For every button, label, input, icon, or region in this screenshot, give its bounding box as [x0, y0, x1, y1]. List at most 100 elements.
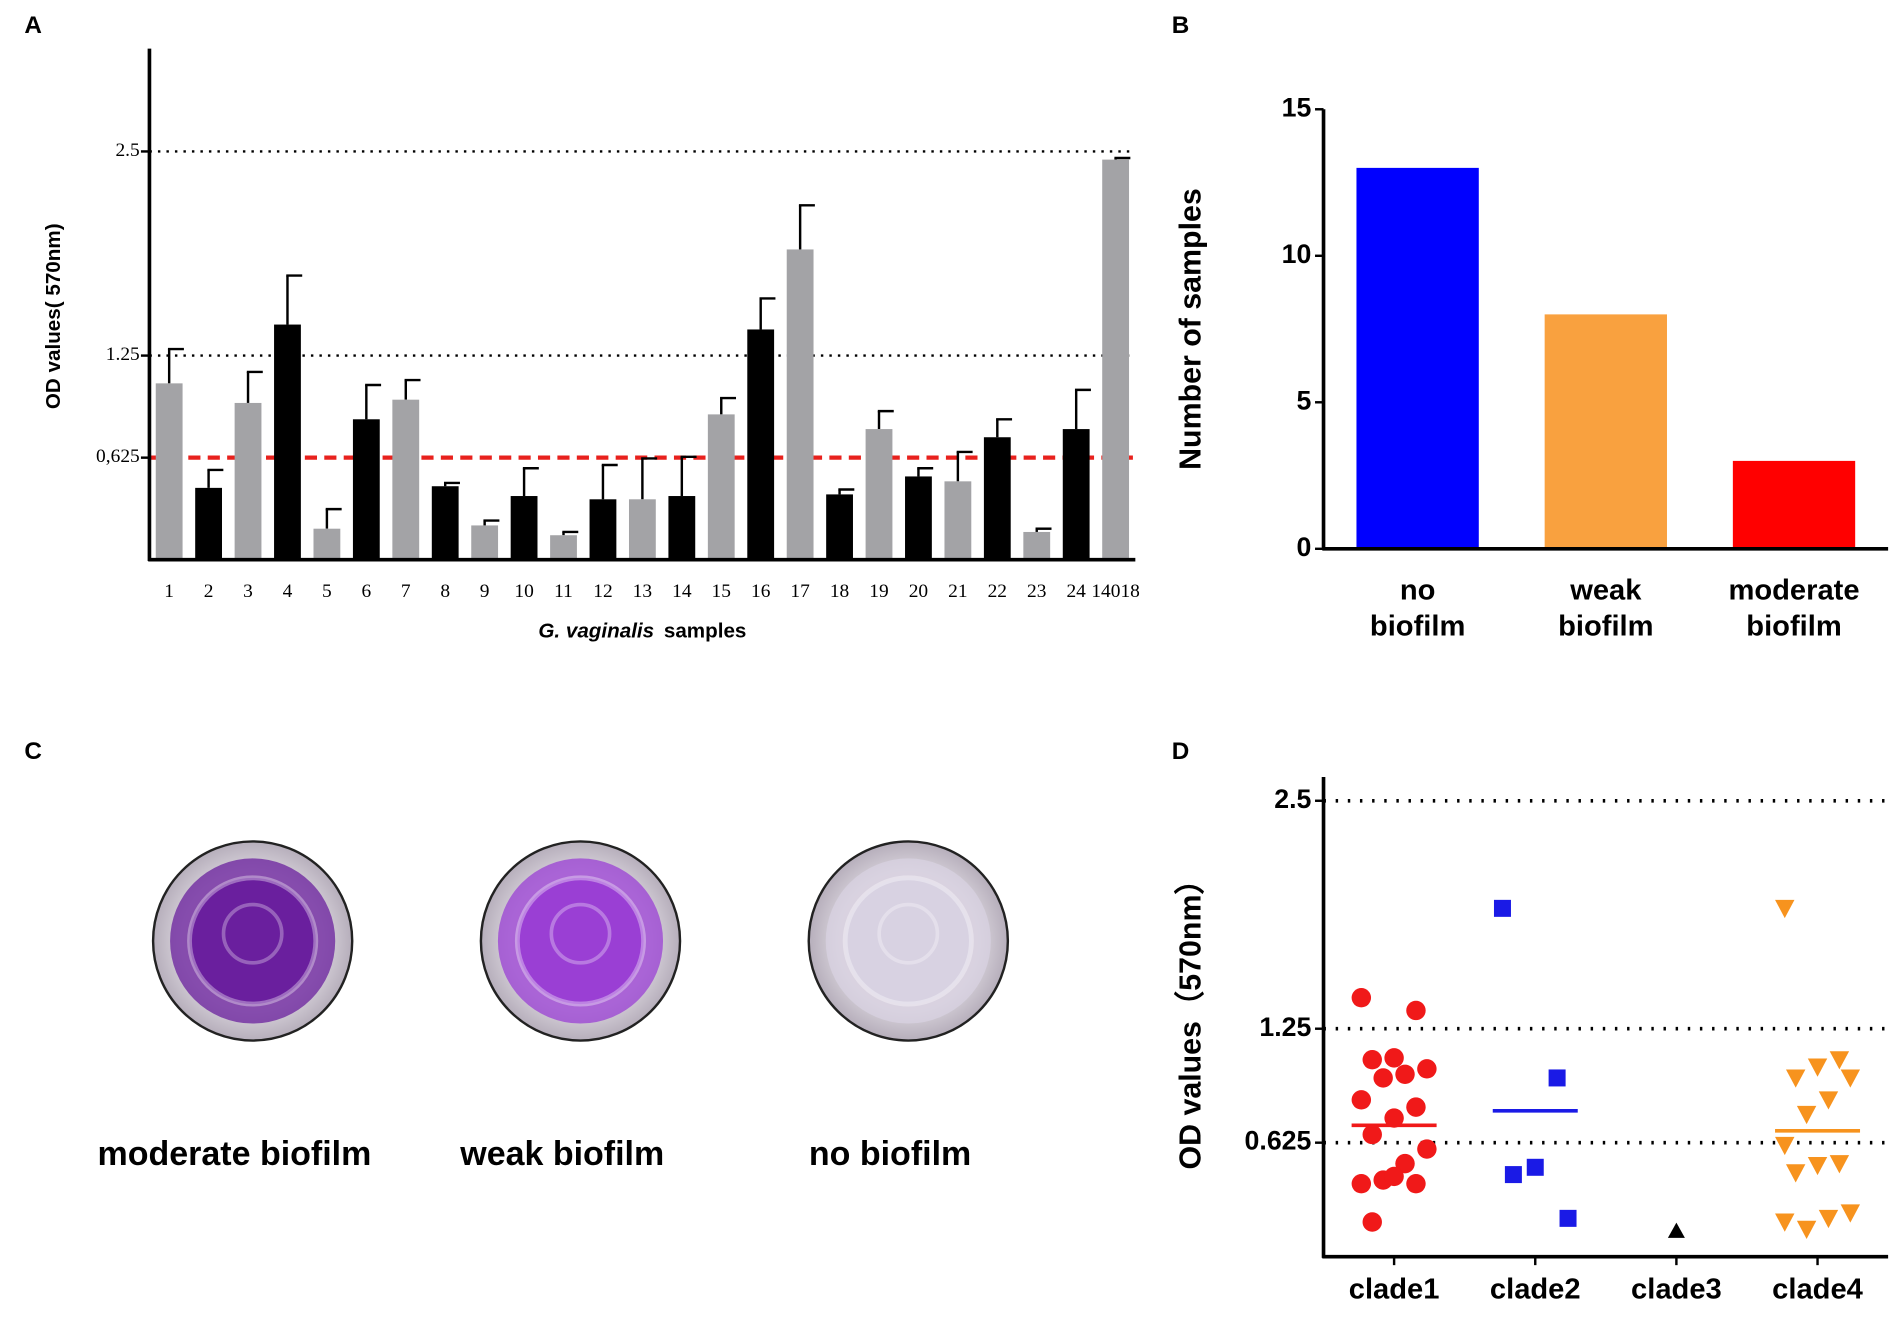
point	[1667, 1222, 1685, 1238]
bar	[1023, 531, 1051, 560]
point	[1395, 1064, 1415, 1085]
bar	[195, 487, 223, 560]
point	[1775, 899, 1795, 919]
bar	[431, 486, 459, 560]
x-tick-label: 6	[361, 581, 371, 602]
well-center	[877, 902, 940, 965]
panel-letter: A	[24, 12, 42, 39]
bar	[352, 419, 380, 560]
x-tick-label: 18	[830, 581, 849, 602]
y-tick-label: 2.5	[115, 140, 139, 161]
x-tick-label: 14018	[1091, 581, 1140, 602]
x-tick-label: 4	[283, 581, 293, 602]
point	[1373, 1068, 1393, 1088]
well-label: weak biofilm	[459, 1135, 664, 1173]
bar	[471, 525, 499, 560]
bar	[1356, 167, 1479, 549]
x-tick-label: 1	[164, 581, 174, 602]
point	[1504, 1166, 1522, 1184]
x-tick-label: 22	[988, 581, 1007, 602]
x-tick-label: 13	[633, 581, 652, 602]
bar	[155, 383, 183, 560]
point	[1559, 1209, 1577, 1227]
point	[1493, 899, 1511, 917]
point	[1384, 1166, 1404, 1187]
y-tick-label: 1.25	[1259, 1012, 1311, 1042]
x-tick-label: clade2	[1490, 1273, 1581, 1305]
point	[1807, 1156, 1828, 1176]
well-label: moderate biofilm	[98, 1135, 372, 1173]
point	[1840, 1204, 1861, 1223]
y-tick-label: 0.625	[1245, 1126, 1312, 1156]
point	[1818, 1091, 1839, 1110]
x-tick-label: 19	[869, 581, 888, 602]
point	[1785, 1164, 1806, 1183]
y-tick-label: 15	[1282, 92, 1312, 122]
x-tick-label: 14	[672, 581, 692, 602]
well	[479, 840, 682, 1042]
y-axis-label: OD values( 570nm)	[42, 223, 65, 409]
point	[1807, 1058, 1828, 1077]
point	[1351, 1173, 1372, 1194]
bar	[628, 499, 656, 560]
x-tick-label: moderate biofilm	[1728, 574, 1859, 642]
point	[1840, 1069, 1861, 1088]
y-tick-label: 0	[1297, 532, 1312, 562]
bar	[589, 499, 617, 560]
bar	[392, 399, 420, 560]
x-tick-label: clade1	[1349, 1273, 1440, 1305]
x-tick-label: no biofilm	[1370, 574, 1465, 642]
bar	[747, 329, 775, 560]
bar	[313, 528, 341, 560]
bar	[274, 324, 301, 560]
point	[1395, 1153, 1415, 1174]
y-axis-label: Number of samples	[1174, 188, 1207, 470]
point	[1796, 1220, 1817, 1240]
point	[1417, 1059, 1437, 1079]
x-axis-label: G. vaginalis samples	[538, 620, 746, 643]
bar	[944, 481, 972, 560]
well-center	[549, 902, 612, 965]
x-tick-label: 9	[480, 581, 490, 602]
bar	[1102, 159, 1130, 560]
bar	[707, 414, 735, 560]
point	[1785, 1069, 1806, 1088]
point	[1818, 1209, 1839, 1229]
y-tick-label: 10	[1282, 239, 1312, 269]
well-center	[221, 902, 284, 965]
point	[1351, 1090, 1372, 1110]
bar	[1544, 314, 1667, 549]
point	[1775, 1136, 1795, 1156]
x-tick-label: 2	[204, 581, 214, 602]
x-tick-label: 17	[790, 581, 810, 602]
x-tick-label: 20	[909, 581, 928, 602]
panel-letter: C	[24, 738, 42, 765]
point	[1362, 1212, 1382, 1232]
bar	[1732, 460, 1856, 549]
bar	[826, 494, 853, 560]
x-axis-label-italic: G. vaginalis	[538, 620, 654, 643]
x-tick-label: 11	[554, 581, 573, 602]
point	[1417, 1139, 1437, 1159]
y-tick-label: 1.25	[106, 344, 140, 365]
well	[807, 840, 1010, 1042]
point	[1406, 1173, 1426, 1194]
bar	[510, 496, 538, 560]
x-axis-label-text: samples	[664, 620, 747, 643]
x-tick-label: 12	[593, 581, 612, 602]
y-tick-label: 2.5	[1274, 784, 1311, 814]
bar	[234, 402, 262, 560]
bar	[668, 496, 696, 560]
point	[1775, 1213, 1795, 1232]
point	[1406, 1000, 1426, 1021]
x-tick-label: 7	[401, 581, 411, 602]
point	[1351, 987, 1372, 1008]
bar	[905, 476, 932, 560]
panel-letter: D	[1172, 738, 1190, 765]
x-tick-label: 16	[751, 581, 771, 602]
x-tick-label: 23	[1027, 581, 1046, 602]
point	[1548, 1069, 1566, 1087]
x-tick-label: 24	[1066, 581, 1086, 602]
x-tick-label: 10	[514, 581, 533, 602]
